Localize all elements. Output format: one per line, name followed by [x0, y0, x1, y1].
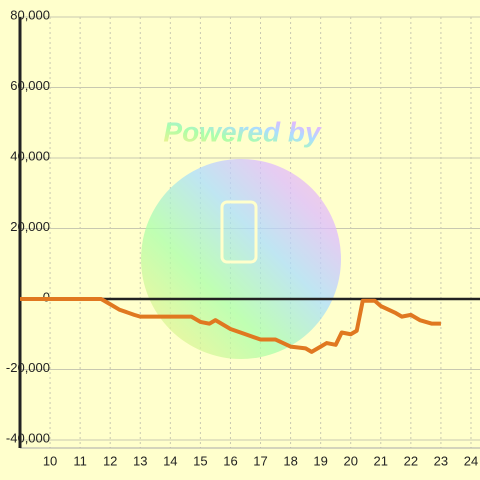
y-tick-label: 40,000 — [10, 148, 50, 163]
x-tick-label: 23 — [434, 453, 448, 468]
x-tick-label: 12 — [103, 453, 117, 468]
x-tick-label: 11 — [73, 453, 87, 468]
y-tick-label: -40,000 — [6, 430, 50, 445]
x-tick-label: 15 — [193, 453, 207, 468]
x-tick-label: 21 — [374, 453, 388, 468]
x-tick-label: 17 — [253, 453, 267, 468]
x-tick-label: 24 — [464, 453, 478, 468]
x-tick-label: 19 — [313, 453, 327, 468]
y-tick-label: 60,000 — [10, 78, 50, 93]
y-tick-label: 20,000 — [10, 219, 50, 234]
data-line — [20, 297, 441, 354]
y-tick-label: 80,000 — [10, 7, 50, 22]
x-tick-label: 10 — [43, 453, 57, 468]
y-tick-label: 0 — [43, 289, 50, 304]
x-tick-label: 18 — [283, 453, 297, 468]
x-tick-label: 14 — [163, 453, 177, 468]
x-tick-label: 20 — [343, 453, 357, 468]
watermark-text: Powered by — [163, 116, 322, 147]
y-tick-label: -20,000 — [6, 360, 50, 375]
watermark-icon — [220, 200, 258, 264]
x-tick-label: 22 — [404, 453, 418, 468]
x-tick-label: 16 — [223, 453, 237, 468]
watermark-logo — [141, 159, 341, 359]
x-tick-label: 13 — [133, 453, 147, 468]
